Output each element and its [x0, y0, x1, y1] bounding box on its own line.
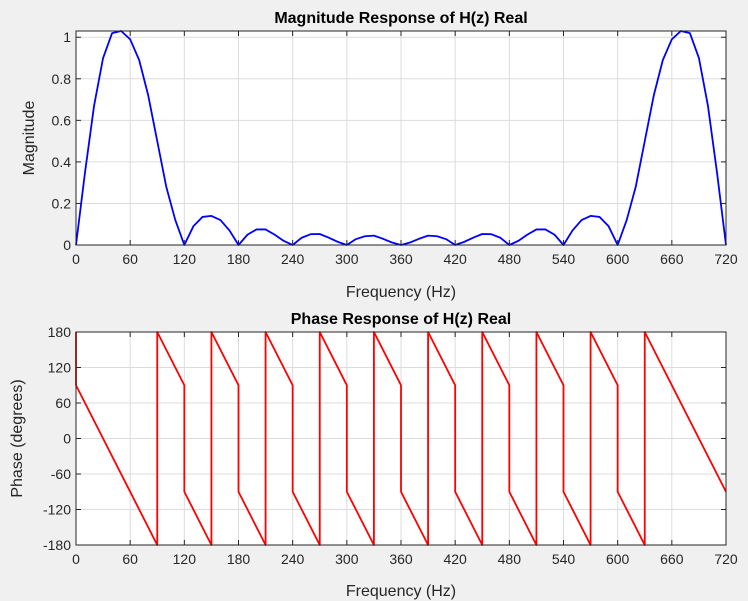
x-tick-label: 540: [552, 551, 576, 567]
x-tick-label: 0: [72, 551, 80, 567]
x-tick-label: 120: [173, 551, 197, 567]
y-tick-label: -180: [43, 537, 71, 553]
y-axis-label: Magnitude: [21, 101, 38, 176]
y-axis-label: Phase (degrees): [9, 379, 26, 497]
x-tick-label: 300: [335, 251, 359, 267]
x-tick-label: 720: [714, 251, 738, 267]
series-line: [75, 331, 727, 546]
phase-axes: 0 60 120 180 240 300 360 420 480 540 600 660 720-180…: [9, 311, 738, 600]
magnitude-axes: 0 60 120 180 240 300 360 420 480 540 600 660 720 0 0.2…: [21, 10, 738, 301]
y-tick-label: 0.8: [52, 71, 72, 87]
x-tick-label: 60: [122, 251, 138, 267]
y-tick-label: 120: [48, 360, 72, 376]
y-tick-label: 0: [63, 237, 71, 253]
x-tick-label: 120: [173, 251, 197, 267]
x-tick-label: 420: [443, 251, 467, 267]
x-tick-label: 240: [281, 551, 305, 567]
y-tick-label: 0.6: [52, 112, 72, 128]
x-axis-label: Frequency (Hz): [346, 284, 456, 301]
x-tick-label: 660: [660, 551, 684, 567]
x-tick-label: 0: [72, 251, 80, 267]
x-tick-label: 480: [498, 551, 522, 567]
y-tick-label: -120: [43, 502, 71, 518]
x-tick-label: 600: [606, 251, 630, 267]
y-tick-label: 0.2: [52, 195, 72, 211]
x-tick-label: 180: [227, 551, 251, 567]
chart-title: Phase Response of H(z) Real: [291, 311, 512, 328]
x-tick-label: 720: [714, 551, 738, 567]
x-tick-label: 300: [335, 551, 359, 567]
y-tick-label: -60: [51, 466, 71, 482]
y-tick-label: 0: [63, 431, 71, 447]
x-tick-label: 600: [606, 551, 630, 567]
x-tick-label: 480: [498, 251, 522, 267]
y-tick-label: 1: [63, 29, 71, 45]
ticks: 0 60 120 180 240 300 360 420 480 540 600 660 720 0 0.2…: [52, 29, 738, 267]
y-tick-label: 60: [55, 395, 71, 411]
x-tick-label: 360: [389, 251, 413, 267]
x-tick-label: 540: [552, 251, 576, 267]
x-tick-label: 240: [281, 251, 305, 267]
x-tick-label: 660: [660, 251, 684, 267]
x-axis-label: Frequency (Hz): [346, 583, 456, 600]
y-tick-label: 0.4: [52, 154, 72, 170]
chart-title: Magnitude Response of H(z) Real: [274, 10, 527, 27]
x-tick-label: 180: [227, 251, 251, 267]
y-tick-label: 180: [48, 324, 72, 340]
x-tick-label: 60: [122, 551, 138, 567]
x-tick-label: 420: [443, 551, 467, 567]
ticks: 0 60 120 180 240 300 360 420 480 540 600 660 720-180…: [43, 324, 738, 567]
x-tick-label: 360: [389, 551, 413, 567]
